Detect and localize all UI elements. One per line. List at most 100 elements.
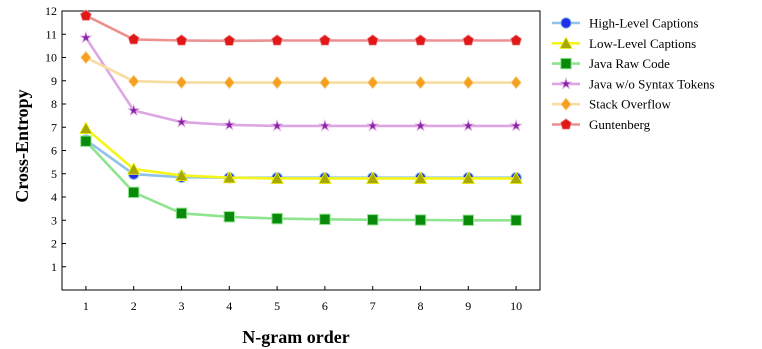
y-tick-label: 11: [45, 27, 57, 41]
y-tick-label: 10: [45, 51, 57, 65]
data-point: [175, 75, 188, 90]
data-point: [366, 34, 379, 46]
legend-item: Stack Overflow: [552, 97, 672, 112]
x-tick-label: 10: [510, 299, 522, 313]
y-tick-label: 7: [51, 120, 57, 134]
legend-label: Java w/o Syntax Tokens: [589, 76, 715, 91]
data-point: [174, 115, 189, 128]
y-tick-label: 2: [51, 237, 57, 251]
legend-label: High-Level Captions: [589, 16, 698, 31]
data-point: [414, 75, 427, 90]
x-tick-label: 1: [83, 299, 89, 313]
series-low-level-captions: [79, 121, 523, 185]
series-guntenberg: [80, 9, 522, 46]
data-point: [222, 117, 236, 131]
data-point: [414, 214, 427, 226]
data-point: [80, 50, 92, 65]
x-tick-label: 7: [370, 299, 376, 313]
data-point: [414, 34, 427, 46]
data-point: [413, 118, 428, 132]
data-point: [79, 30, 93, 44]
chart-axes: [61, 10, 541, 291]
data-point: [80, 135, 92, 147]
plot-frame: [61, 10, 541, 291]
data-point: [271, 212, 283, 225]
data-series: [79, 9, 523, 226]
y-tick-label: 3: [51, 213, 57, 227]
data-point: [318, 171, 332, 185]
y-tick-label: 12: [45, 4, 57, 18]
x-axis-title: N-gram order: [242, 327, 349, 347]
legend-item: Java Raw Code: [552, 56, 670, 71]
data-point: [510, 214, 522, 226]
data-point: [270, 171, 284, 185]
legend-label: Java Raw Code: [589, 56, 670, 71]
y-tick-label: 9: [51, 74, 57, 88]
legend-label: Guntenberg: [589, 117, 651, 132]
series-java-raw-code: [80, 135, 522, 226]
legend-swatch-marker: [559, 36, 573, 49]
series-line: [84, 36, 517, 128]
data-point: [79, 121, 93, 135]
data-point: [367, 214, 379, 226]
data-point: [509, 171, 523, 185]
data-point: [271, 75, 283, 90]
data-point: [319, 34, 331, 46]
data-point: [127, 74, 140, 89]
data-point: [366, 75, 379, 90]
data-point: [509, 118, 523, 132]
data-point: [318, 118, 332, 132]
x-tick-label: 2: [131, 299, 137, 313]
series-line: [85, 56, 517, 84]
y-tick-label: 5: [51, 167, 57, 181]
data-point: [223, 75, 236, 90]
series-line: [85, 127, 517, 180]
y-tick-label: 1: [51, 260, 57, 274]
x-tick-label: 9: [465, 299, 471, 313]
data-point: [413, 171, 428, 185]
data-point: [462, 75, 475, 90]
data-point: [127, 103, 141, 117]
x-axis-ticks: 1 2 3 4 5 6 7 8 9 10: [83, 286, 522, 313]
data-point: [127, 33, 140, 45]
data-point: [319, 213, 331, 226]
x-tick-label: 5: [274, 299, 280, 313]
data-point: [128, 186, 140, 199]
series-stack-overflow: [80, 50, 522, 90]
legend-item: Low-Level Captions: [552, 36, 696, 51]
x-tick-label: 3: [179, 299, 185, 313]
series-line: [84, 140, 517, 222]
y-tick-label: 4: [51, 190, 57, 204]
legend-swatch-marker: [560, 118, 572, 130]
data-point: [510, 75, 522, 90]
data-point: [319, 75, 331, 90]
data-point: [175, 34, 188, 46]
x-tick-label: 6: [322, 299, 328, 313]
data-point: [80, 9, 92, 21]
data-point: [223, 211, 236, 223]
legend-swatch-marker: [560, 17, 572, 29]
y-axis-title: Cross-Entropy: [12, 89, 32, 202]
chart-legend: High-Level Captions Low-Level Captions Jav…: [552, 16, 715, 132]
legend-label: Low-Level Captions: [589, 36, 696, 51]
data-point: [271, 34, 283, 46]
series-java-w-o-syntax-tokens: [79, 30, 523, 132]
data-point: [174, 168, 189, 182]
data-point: [461, 118, 475, 132]
legend-swatch-marker: [560, 57, 572, 70]
legend-label: Stack Overflow: [589, 97, 672, 112]
series-line: [85, 14, 517, 43]
y-tick-label: 6: [51, 144, 57, 158]
data-point: [270, 118, 284, 132]
data-point: [461, 171, 476, 185]
legend-item: High-Level Captions: [552, 16, 698, 31]
legend-swatch-marker: [559, 76, 573, 90]
data-point: [175, 207, 188, 219]
data-point: [222, 170, 237, 184]
legend-swatch-marker: [560, 97, 572, 112]
legend-item: Guntenberg: [552, 117, 651, 132]
data-point: [510, 34, 522, 46]
legend-item: Java w/o Syntax Tokens: [552, 76, 715, 91]
